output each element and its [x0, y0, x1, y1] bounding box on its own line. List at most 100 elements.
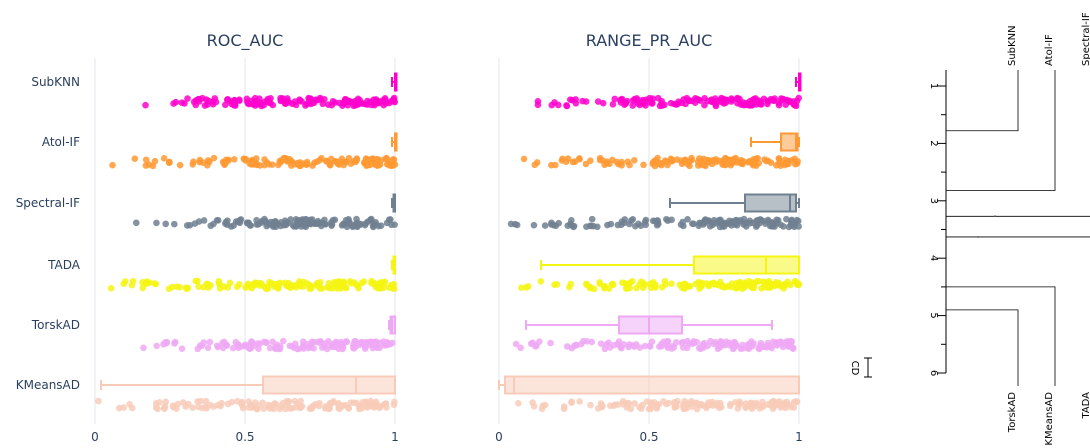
data-point	[303, 158, 311, 166]
data-point	[263, 285, 270, 293]
data-point	[370, 221, 378, 229]
data-point	[690, 338, 698, 345]
box-iqr	[744, 193, 797, 213]
data-point	[362, 339, 369, 346]
data-point	[626, 220, 633, 228]
data-point	[149, 162, 157, 170]
data-point	[316, 156, 324, 164]
data-point	[287, 216, 294, 223]
cd-tick-label: 6	[928, 370, 939, 376]
data-point	[324, 101, 332, 108]
data-point	[744, 344, 751, 352]
data-point	[552, 161, 559, 169]
data-point	[290, 344, 298, 351]
data-point	[788, 156, 796, 164]
data-point	[297, 217, 305, 225]
box-iqr	[693, 255, 800, 275]
data-point	[376, 161, 384, 168]
data-point	[588, 215, 596, 223]
data-point	[579, 97, 586, 105]
data-point	[196, 342, 204, 349]
data-point	[160, 341, 167, 348]
data-point	[165, 285, 173, 293]
data-point	[142, 156, 150, 164]
data-point	[783, 215, 790, 223]
cd-connector-subknn	[946, 70, 1019, 132]
data-point	[339, 345, 346, 353]
data-point	[715, 281, 723, 289]
data-point	[742, 400, 750, 407]
roc-auc-x-tick-label: 0.5	[235, 430, 254, 444]
data-point	[518, 284, 525, 292]
data-point	[317, 96, 324, 103]
data-point	[323, 345, 331, 353]
data-point	[221, 161, 228, 169]
data-point	[261, 156, 268, 163]
data-point	[749, 162, 757, 169]
data-point	[530, 221, 538, 229]
data-point	[268, 161, 276, 168]
data-point	[757, 216, 765, 224]
data-point	[756, 405, 763, 412]
data-point	[621, 279, 629, 287]
data-point	[615, 338, 623, 345]
data-point	[780, 95, 787, 103]
cd-tick-label: 1	[928, 83, 939, 89]
data-point	[785, 401, 792, 409]
data-point	[189, 404, 196, 411]
data-point	[347, 279, 355, 287]
data-point	[197, 397, 204, 405]
data-point	[282, 221, 290, 229]
range-pr-auc-box-torskad	[525, 315, 773, 335]
data-point	[534, 98, 542, 105]
data-point	[346, 219, 354, 227]
data-point	[792, 398, 799, 405]
data-point	[606, 402, 614, 409]
data-point	[619, 400, 627, 408]
data-point	[340, 220, 347, 228]
data-point	[347, 399, 355, 406]
data-point	[786, 342, 794, 349]
data-point	[142, 280, 150, 288]
data-point	[783, 160, 791, 168]
data-point	[726, 217, 733, 225]
roc-auc-x-tick-label: 0	[91, 430, 99, 444]
data-point	[386, 284, 393, 291]
data-point	[186, 221, 194, 229]
data-point	[248, 157, 256, 165]
row-label-torskad: TorskAD	[31, 318, 80, 332]
data-point	[626, 284, 634, 292]
data-point	[170, 220, 178, 228]
data-point	[672, 338, 680, 346]
data-point	[713, 220, 720, 227]
box-iqr	[262, 375, 396, 395]
data-point	[266, 405, 274, 412]
data-point	[182, 284, 190, 291]
data-point	[730, 344, 738, 352]
data-point	[680, 405, 688, 413]
data-point	[722, 154, 729, 162]
data-point	[356, 405, 363, 413]
range-pr-auc-box-tada	[540, 255, 800, 275]
data-point	[704, 342, 711, 350]
data-point	[686, 162, 693, 170]
data-point	[95, 397, 102, 405]
data-point	[269, 338, 276, 346]
data-point	[568, 344, 576, 352]
data-point	[229, 344, 237, 352]
data-point	[391, 161, 399, 168]
data-point	[142, 101, 149, 109]
data-point	[668, 280, 675, 287]
roc-auc-x-tick-label: 1	[391, 430, 399, 444]
roc-auc-points-subknn	[142, 94, 398, 110]
data-point	[703, 402, 711, 410]
data-point	[256, 279, 264, 287]
data-point	[297, 404, 304, 412]
data-point	[775, 101, 783, 109]
data-point	[340, 340, 347, 347]
data-point	[202, 397, 210, 405]
data-point	[339, 402, 347, 409]
data-point	[765, 218, 772, 225]
data-point	[748, 279, 756, 286]
data-point	[717, 337, 724, 345]
